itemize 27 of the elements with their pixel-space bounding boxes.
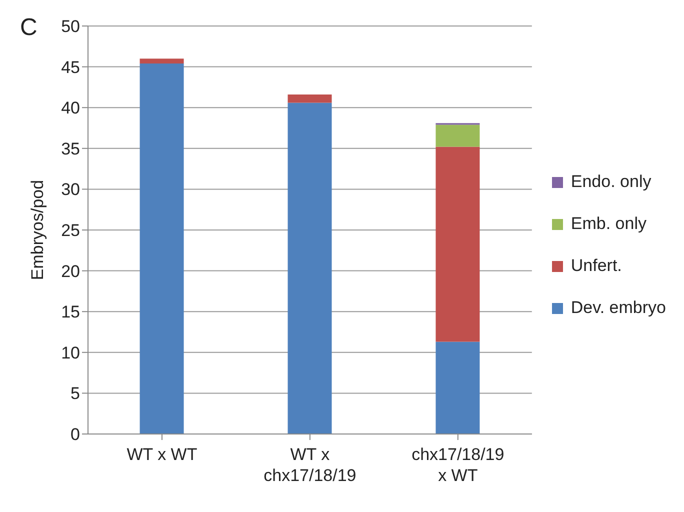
chart-title: C — [20, 14, 38, 42]
x-tick-label: WT x chx17/18/19 — [264, 445, 356, 485]
y-tick-label: 25 — [61, 221, 80, 240]
bar — [436, 342, 480, 434]
bar — [436, 146, 480, 342]
y-tick-label: 5 — [70, 384, 80, 404]
y-tick-label: 20 — [61, 262, 80, 281]
bar — [288, 94, 332, 103]
legend-label: Unfert. — [570, 256, 622, 276]
y-tick-label: 30 — [61, 180, 80, 200]
y-tick-label: 15 — [61, 302, 80, 322]
bar — [140, 64, 184, 434]
y-tick-label: 10 — [61, 343, 80, 362]
bar — [288, 102, 332, 434]
x-tick-label: chx17/18/19 x WT — [412, 445, 504, 485]
legend-label: Dev. embryo — [570, 298, 666, 318]
y-tick-label: 40 — [61, 98, 80, 118]
bar — [140, 58, 184, 64]
legend-label: Emb. only — [570, 214, 646, 234]
y-tick-label: 50 — [61, 17, 80, 36]
x-tick-label: WT x WT — [126, 445, 198, 464]
y-tick-label: 35 — [61, 139, 80, 158]
y-tick-label: 0 — [70, 425, 80, 444]
bar — [436, 124, 480, 147]
y-tick-label: 45 — [61, 58, 80, 77]
legend-label: Endo. only — [570, 172, 652, 192]
y-axis-title: Embryos/pod — [28, 180, 48, 280]
